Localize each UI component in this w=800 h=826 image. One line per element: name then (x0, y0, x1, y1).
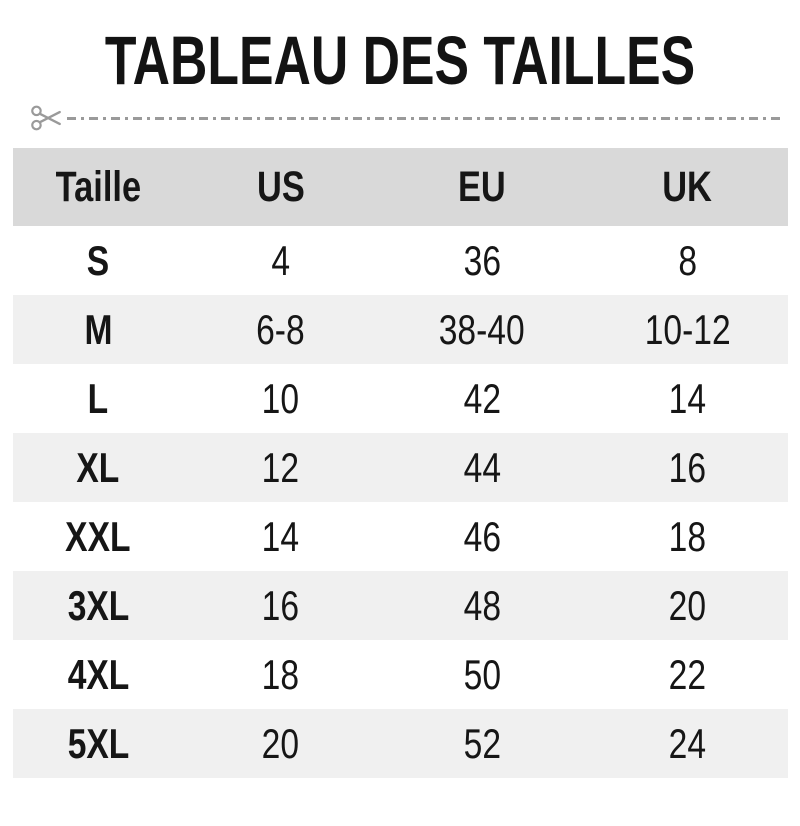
size-cell: M (13, 295, 184, 364)
eu-cell: 42 (377, 364, 586, 433)
cell-value: 20 (261, 719, 300, 767)
table-row: 5XL 20 52 24 (13, 709, 788, 778)
cell-value: 14 (668, 374, 706, 422)
us-cell: 20 (184, 709, 378, 778)
table-row: XL 12 44 16 (13, 433, 788, 502)
dashed-cut-line (67, 116, 784, 120)
cell-value: 36 (463, 236, 501, 284)
us-cell: 4 (184, 226, 378, 295)
size-cell: S (13, 226, 184, 295)
cell-value: 38-40 (438, 305, 525, 353)
size-cell: XL (13, 433, 184, 502)
size-cell: 3XL (13, 571, 184, 640)
cell-value: XXL (65, 512, 131, 560)
uk-cell: 22 (587, 640, 789, 709)
column-header-eu: EU (377, 148, 586, 226)
column-header-us: US (184, 148, 378, 226)
cell-value: 14 (261, 512, 300, 560)
cut-line (31, 104, 784, 132)
us-cell: 14 (184, 502, 378, 571)
uk-cell: 20 (587, 571, 789, 640)
cell-value: M (84, 305, 113, 353)
cell-value: 4 (271, 236, 290, 284)
table-header-row: Taille US EU UK (13, 148, 788, 226)
column-header-label: US (256, 162, 305, 211)
cell-value: 42 (463, 374, 501, 422)
table-row: L 10 42 14 (13, 364, 788, 433)
table-row: XXL 14 46 18 (13, 502, 788, 571)
cell-value: 20 (668, 581, 706, 629)
eu-cell: 48 (377, 571, 586, 640)
cell-value: 50 (463, 650, 501, 698)
cell-value: 44 (463, 443, 501, 491)
table-row: 3XL 16 48 20 (13, 571, 788, 640)
us-cell: 18 (184, 640, 378, 709)
column-header-taille: Taille (13, 148, 184, 226)
column-header-uk: UK (587, 148, 789, 226)
cell-value: 10-12 (644, 305, 731, 353)
cell-value: 16 (261, 581, 300, 629)
uk-cell: 14 (587, 364, 789, 433)
size-cell: 5XL (13, 709, 184, 778)
cell-value: 5XL (67, 719, 130, 767)
table-body: S 4 36 8 M 6-8 38-40 10-12 L 10 42 14 XL 12 44 16 XXL 14 4… (13, 226, 788, 778)
cell-value: 48 (463, 581, 501, 629)
cell-value: 16 (668, 443, 706, 491)
eu-cell: 44 (377, 433, 586, 502)
table-row: M 6-8 38-40 10-12 (13, 295, 788, 364)
size-cell: L (13, 364, 184, 433)
cell-value: S (87, 236, 110, 284)
cell-value: 18 (668, 512, 706, 560)
uk-cell: 16 (587, 433, 789, 502)
eu-cell: 38-40 (377, 295, 586, 364)
uk-cell: 24 (587, 709, 789, 778)
uk-cell: 8 (587, 226, 789, 295)
scissors-icon (31, 105, 61, 131)
cell-value: 46 (463, 512, 501, 560)
eu-cell: 46 (377, 502, 586, 571)
cell-value: 10 (261, 374, 300, 422)
us-cell: 6-8 (184, 295, 378, 364)
eu-cell: 50 (377, 640, 586, 709)
us-cell: 12 (184, 433, 378, 502)
page-title: TABLEAU DES TAILLES (104, 22, 696, 99)
cell-value: 18 (261, 650, 300, 698)
cell-value: XL (76, 443, 120, 491)
size-table: Taille US EU UK S 4 36 8 M 6-8 38-40 10-12 L 10 42… (13, 148, 788, 778)
cell-value: 6-8 (256, 305, 305, 353)
column-header-label: Taille (55, 162, 141, 211)
cell-value: 4XL (67, 650, 130, 698)
cell-value: 22 (668, 650, 706, 698)
us-cell: 10 (184, 364, 378, 433)
cell-value: 52 (463, 719, 501, 767)
size-cell: XXL (13, 502, 184, 571)
cell-value: 8 (677, 236, 697, 284)
table-row: S 4 36 8 (13, 226, 788, 295)
cell-value: 3XL (67, 581, 130, 629)
table-row: 4XL 18 50 22 (13, 640, 788, 709)
cell-value: 24 (668, 719, 706, 767)
column-header-label: EU (457, 162, 506, 211)
size-cell: 4XL (13, 640, 184, 709)
column-header-label: UK (662, 162, 713, 211)
eu-cell: 36 (377, 226, 586, 295)
eu-cell: 52 (377, 709, 586, 778)
uk-cell: 18 (587, 502, 789, 571)
size-chart-page: TABLEAU DES TAILLES Taille US (0, 26, 800, 778)
us-cell: 16 (184, 571, 378, 640)
uk-cell: 10-12 (587, 295, 789, 364)
cell-value: 12 (261, 443, 300, 491)
cell-value: L (87, 374, 109, 422)
